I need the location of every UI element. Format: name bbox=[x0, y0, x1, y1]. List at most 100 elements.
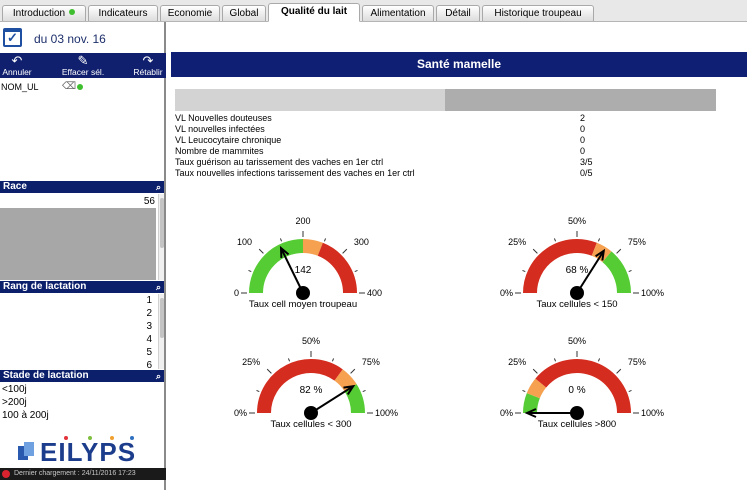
gauge-tick-label: 25% bbox=[242, 357, 260, 367]
stat-value: 2 bbox=[580, 113, 586, 123]
gauge-tick-label: 0% bbox=[500, 408, 513, 418]
status-dot-icon bbox=[69, 9, 76, 15]
race-value[interactable]: 56 bbox=[143, 196, 155, 207]
stats-header-bar bbox=[175, 89, 716, 111]
stat-value: 0/5 bbox=[580, 168, 593, 178]
gauge-tick bbox=[279, 238, 283, 242]
tab-label: Alimentation bbox=[370, 8, 426, 19]
gauge-value: 0 % bbox=[568, 385, 585, 396]
tab-detail[interactable]: Détail bbox=[436, 5, 480, 21]
gauge-hub bbox=[570, 406, 584, 420]
gauge-tick-label: 100% bbox=[641, 288, 664, 298]
list-item[interactable]: 4 bbox=[146, 334, 152, 345]
gauge-needle-head bbox=[524, 408, 537, 418]
stat-value: 0 bbox=[580, 146, 586, 156]
tab-label: Indicateurs bbox=[98, 8, 148, 19]
list-item[interactable]: <100j bbox=[2, 384, 27, 395]
list-item[interactable]: 2 bbox=[146, 308, 152, 319]
list-item[interactable]: 5 bbox=[146, 347, 152, 358]
list-item[interactable]: 3 bbox=[146, 321, 152, 332]
gauge-tick bbox=[532, 248, 538, 254]
gauge-title: Taux cellules >800 bbox=[538, 419, 616, 430]
search-icon[interactable]: ⌕ bbox=[155, 282, 161, 292]
calendar-check-icon[interactable]: ✓ bbox=[3, 28, 22, 47]
stat-row: Taux guérison au tarissement des vaches … bbox=[175, 157, 716, 168]
gauge-needle-head bbox=[279, 245, 290, 258]
gauge-tick bbox=[354, 269, 358, 273]
gauge-tick-label: 25% bbox=[508, 237, 526, 247]
gauge-tick bbox=[342, 248, 348, 254]
gauge-tick-label: 75% bbox=[628, 237, 646, 247]
gauge-band bbox=[302, 239, 323, 256]
gauge-value: 142 bbox=[295, 265, 312, 276]
gauge-tick bbox=[616, 368, 622, 374]
gauge-tick-label: 50% bbox=[568, 216, 586, 226]
gauge-tick bbox=[522, 389, 526, 393]
stat-label: Nombre de mammites bbox=[175, 146, 264, 156]
race-header: Race ⌕ bbox=[0, 181, 164, 193]
gauge-title: Taux cell moyen troupeau bbox=[249, 299, 357, 310]
tab-alimentation[interactable]: Alimentation bbox=[362, 5, 434, 21]
gauge-tick bbox=[331, 358, 335, 362]
clear-filter-icon[interactable]: ⌫ bbox=[62, 81, 77, 92]
race-title: Race bbox=[3, 181, 27, 192]
gauge: 0 100 200 300 400 142 Taux cell moyen troupeau bbox=[234, 216, 382, 310]
gauge-tick bbox=[323, 238, 327, 242]
gauge-needle bbox=[280, 247, 304, 294]
gauge-tick-label: 75% bbox=[628, 357, 646, 367]
stat-label: Taux guérison au tarissement des vaches … bbox=[175, 157, 384, 167]
tab-introduction[interactable]: Introduction bbox=[2, 5, 86, 21]
lifebuoy-icon bbox=[2, 470, 10, 478]
clear-selection-button[interactable]: ✎ Effacer sél. bbox=[58, 53, 108, 78]
tab-economie[interactable]: Economie bbox=[160, 5, 220, 21]
race-scrollbar[interactable] bbox=[158, 194, 164, 280]
search-icon[interactable]: ⌕ bbox=[155, 371, 161, 381]
tab-indicateurs[interactable]: Indicateurs bbox=[88, 5, 158, 21]
gauge-tick bbox=[616, 248, 622, 254]
gauge-tick bbox=[287, 358, 291, 362]
date-selector[interactable]: ✓ du 03 nov. 16 bbox=[0, 22, 166, 52]
stat-row: Taux nouvelles infections tarissement de… bbox=[175, 168, 716, 179]
gauge-tick bbox=[532, 368, 538, 374]
gauge-band bbox=[257, 359, 343, 414]
stat-label: VL nouvelles infectées bbox=[175, 124, 265, 134]
gauge-tick bbox=[628, 389, 632, 393]
gauge-tick bbox=[362, 389, 366, 393]
gauge-value: 82 % bbox=[300, 385, 323, 396]
list-item[interactable]: 1 bbox=[146, 295, 152, 306]
tab-qualite-du-lait[interactable]: Qualité du lait bbox=[268, 3, 360, 22]
stat-label: Taux nouvelles infections tarissement de… bbox=[175, 168, 415, 178]
gauge-band bbox=[523, 239, 597, 294]
search-icon[interactable]: ⌕ bbox=[155, 182, 161, 192]
tab-label: Economie bbox=[167, 8, 213, 19]
gauge-tick-label: 300 bbox=[354, 237, 369, 247]
stade-lactation-title: Stade de lactation bbox=[3, 370, 89, 381]
gauge-title: Taux cellules < 300 bbox=[270, 419, 351, 430]
filter-panel: ✓ du 03 nov. 16 ↶ Annuler ✎ Effacer sél.… bbox=[0, 22, 166, 490]
scroll-thumb[interactable] bbox=[160, 198, 164, 248]
gauge-tick bbox=[628, 269, 632, 273]
redo-button[interactable]: ↷ Rétablir bbox=[132, 53, 164, 78]
gauge-tick-label: 75% bbox=[362, 357, 380, 367]
page-title: Santé mamelle bbox=[171, 52, 747, 77]
tab-label: Qualité du lait bbox=[280, 6, 348, 17]
list-item[interactable]: 6 bbox=[146, 360, 152, 371]
gauge-tick bbox=[522, 269, 526, 273]
scroll-thumb[interactable] bbox=[160, 298, 164, 338]
rang-scrollbar[interactable] bbox=[158, 294, 164, 369]
undo-button[interactable]: ↶ Annuler bbox=[2, 53, 32, 78]
status-bar: Dernier chargement : 24/11/2016 17:23 bbox=[0, 468, 166, 480]
stat-label: VL Leucocytaire chronique bbox=[175, 135, 282, 145]
list-item[interactable]: 100 à 200j bbox=[2, 410, 49, 421]
date-label: du 03 nov. 16 bbox=[34, 32, 106, 46]
gauge-tick bbox=[248, 269, 252, 273]
stade-lactation-header: Stade de lactation ⌕ bbox=[0, 370, 164, 382]
tab-historique-troupeau[interactable]: Historique troupeau bbox=[482, 5, 594, 21]
gauge-tick-label: 0 bbox=[234, 288, 239, 298]
gauge-band bbox=[535, 359, 631, 414]
gauge-band bbox=[602, 251, 631, 294]
selection-toolbar: ↶ Annuler ✎ Effacer sél. ↷ Rétablir bbox=[0, 53, 166, 78]
tab-global[interactable]: Global bbox=[222, 5, 266, 21]
status-dot-icon bbox=[77, 84, 83, 90]
list-item[interactable]: >200j bbox=[2, 397, 27, 408]
